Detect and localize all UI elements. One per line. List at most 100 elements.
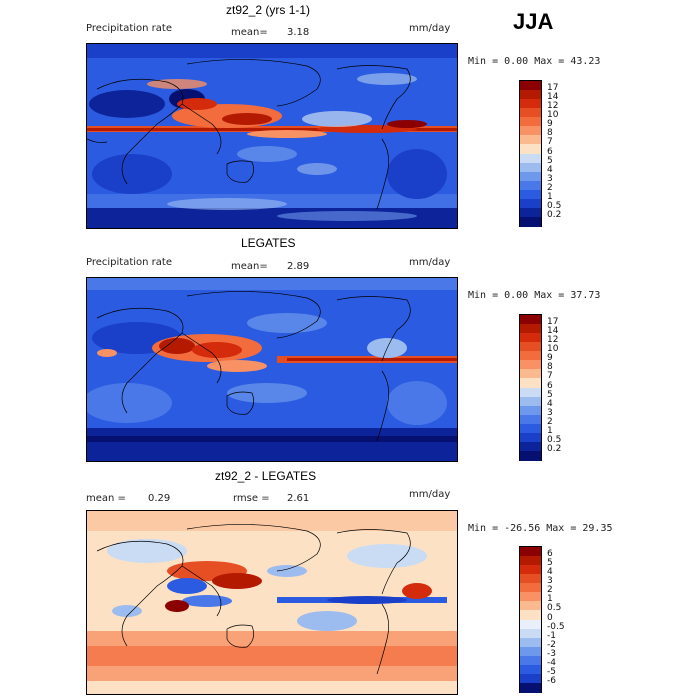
- colorbar-tick-label: 17: [547, 317, 559, 328]
- colorbar-tick-label: 9: [547, 119, 553, 130]
- colorbar-tick-label: 0.5: [547, 603, 562, 614]
- colorbar-tick-label: 1: [547, 191, 553, 202]
- colorbar-tick-label: 7: [547, 371, 553, 382]
- colorbar-swatch: [520, 333, 541, 343]
- colorbar-swatch: [520, 592, 541, 602]
- colorbar-swatch: [520, 207, 541, 218]
- panel2-variable-label: Precipitation rate: [86, 257, 172, 268]
- colorbar-swatch: [520, 153, 541, 164]
- colorbar-swatch: [520, 135, 541, 145]
- panel2-title: LEGATES: [241, 236, 296, 250]
- colorbar-tick-label: 12: [547, 101, 559, 112]
- panel1-title: zt92_2 (yrs 1-1): [226, 3, 311, 17]
- colorbar-swatch: [520, 342, 541, 352]
- colorbar-swatch: [520, 405, 541, 416]
- colorbar-tick-label: 8: [547, 128, 553, 139]
- colorbar-swatch: [520, 189, 541, 200]
- colorbar-swatch: [520, 324, 541, 334]
- colorbar-swatch: [520, 90, 541, 100]
- season-label: JJA: [513, 9, 554, 34]
- colorbar-swatch: [520, 628, 541, 639]
- colorbar-tick-label: 5: [547, 558, 553, 569]
- colorbar-swatch: [520, 315, 541, 325]
- panel2-mean-value: 2.89: [287, 261, 310, 272]
- panel3-minmax: Min = -26.56 Max = 29.35: [468, 523, 613, 534]
- colorbar-swatch: [520, 601, 541, 611]
- colorbar-tick-label: -6: [547, 675, 556, 686]
- colorbar-swatch: [520, 450, 541, 461]
- colorbar-tick-label: 3: [547, 576, 553, 587]
- colorbar-swatch: [520, 216, 541, 227]
- colorbar-swatch: [520, 126, 541, 136]
- colorbar-tick-label: 14: [547, 326, 559, 337]
- colorbar-swatch: [520, 117, 541, 127]
- panel2-map: [86, 277, 458, 462]
- colorbar-tick-label: 2: [547, 416, 553, 427]
- colorbar-swatch: [520, 646, 541, 657]
- panel2-mean-label: mean=: [231, 261, 268, 272]
- colorbar-tick-label: 12: [547, 335, 559, 346]
- colorbar-swatch: [520, 673, 541, 684]
- colorbar-swatch: [520, 664, 541, 675]
- colorbar-tick-label: -3: [547, 648, 556, 659]
- colorbar-swatch: [520, 378, 541, 388]
- colorbar-tick-label: -2: [547, 639, 556, 650]
- colorbar-tick-label: 6: [547, 380, 553, 391]
- panel3-mean-value: 0.29: [148, 493, 171, 504]
- panel3-rmse-label: rmse =: [233, 493, 270, 504]
- colorbar-tick-label: -5: [547, 666, 556, 677]
- colorbar-swatch: [520, 574, 541, 584]
- colorbar-swatch: [520, 619, 541, 630]
- colorbar-swatch: [520, 432, 541, 443]
- colorbar-tick-label: -1: [547, 630, 556, 641]
- colorbar-tick-label: 10: [547, 344, 559, 355]
- colorbar-swatch: [520, 171, 541, 182]
- colorbar-tick-label: 1: [547, 594, 553, 605]
- colorbar-tick-label: 5: [547, 155, 553, 166]
- colorbar-tick-label: 2: [547, 182, 553, 193]
- colorbar-swatch: [520, 556, 541, 566]
- colorbar-swatch: [520, 180, 541, 191]
- colorbar-swatch: [520, 565, 541, 575]
- colorbar-tick-label: 2: [547, 585, 553, 596]
- colorbar-tick-label: 17: [547, 83, 559, 94]
- colorbar-tick-label: 8: [547, 362, 553, 373]
- colorbar-tick-label: 10: [547, 110, 559, 121]
- panel3-rmse-value: 2.61: [287, 493, 310, 504]
- colorbar-swatch: [520, 655, 541, 666]
- panel3-map: [86, 510, 458, 695]
- colorbar-swatch: [520, 396, 541, 407]
- colorbar-swatch: [520, 108, 541, 118]
- colorbar-tick-label: -4: [547, 657, 556, 668]
- panel3-colorbar: [519, 546, 542, 693]
- panel3-units: mm/day: [409, 489, 451, 500]
- panel1-mean-value: 3.18: [287, 27, 310, 38]
- colorbar-swatch: [520, 369, 541, 379]
- colorbar-tick-label: 7: [547, 137, 553, 148]
- colorbar-tick-label: 0.2: [547, 443, 562, 454]
- colorbar-tick-label: 5: [547, 389, 553, 400]
- colorbar-swatch: [520, 414, 541, 425]
- colorbar-tick-label: 0.5: [547, 434, 562, 445]
- colorbar-tick-label: 1: [547, 425, 553, 436]
- panel2-minmax: Min = 0.00 Max = 37.73: [468, 290, 601, 301]
- colorbar-tick-label: 4: [547, 567, 553, 578]
- colorbar-swatch: [520, 144, 541, 154]
- panel1-minmax: Min = 0.00 Max = 43.23: [468, 56, 601, 67]
- colorbar-tick-label: 4: [547, 164, 553, 175]
- colorbar-swatch: [520, 547, 541, 557]
- colorbar-tick-label: 4: [547, 398, 553, 409]
- colorbar-tick-label: 14: [547, 92, 559, 103]
- colorbar-swatch: [520, 162, 541, 173]
- colorbar-swatch: [520, 583, 541, 593]
- colorbar-tick-label: 3: [547, 173, 553, 184]
- panel2-units: mm/day: [409, 257, 451, 268]
- colorbar-swatch: [520, 441, 541, 452]
- colorbar-swatch: [520, 351, 541, 361]
- colorbar-swatch: [520, 423, 541, 434]
- colorbar-tick-label: 9: [547, 353, 553, 364]
- colorbar-swatch: [520, 637, 541, 648]
- colorbar-tick-label: 0.5: [547, 200, 562, 211]
- colorbar-swatch: [520, 360, 541, 370]
- colorbar-tick-label: 3: [547, 407, 553, 418]
